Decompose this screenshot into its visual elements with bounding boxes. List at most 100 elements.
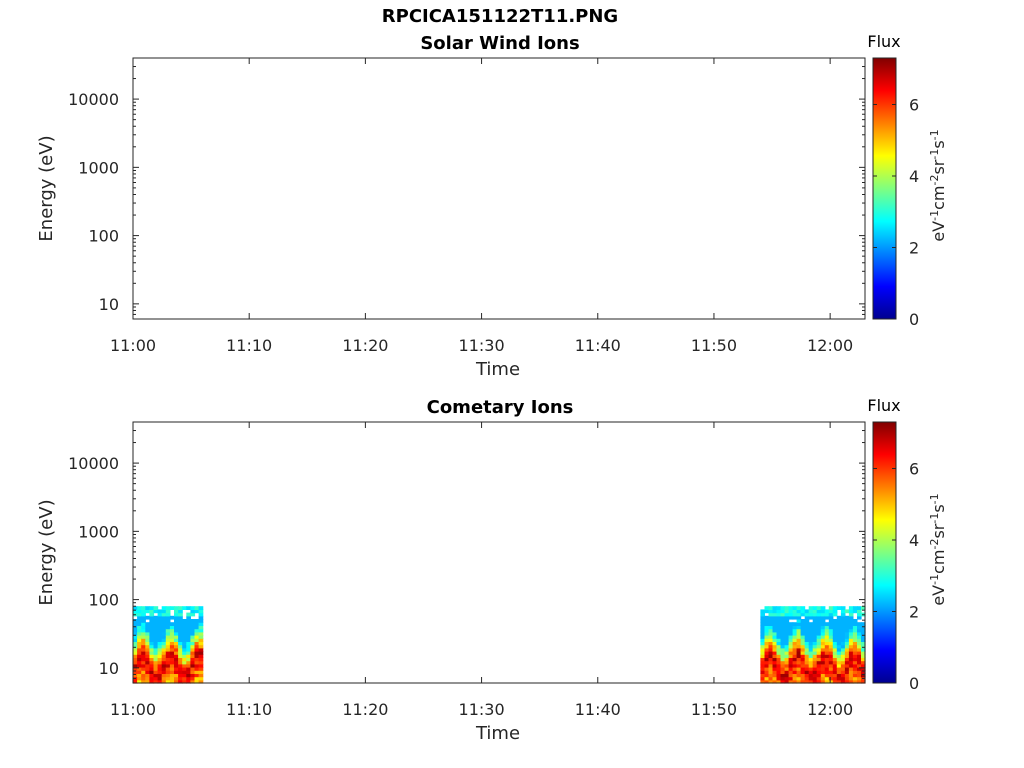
flux-cell bbox=[840, 638, 846, 642]
flux-cell bbox=[194, 625, 200, 630]
flux-cell bbox=[145, 644, 150, 649]
flux-cell bbox=[198, 673, 204, 678]
flux-cell bbox=[141, 657, 146, 662]
flux-cell bbox=[824, 667, 830, 671]
flux-cell bbox=[792, 606, 798, 610]
flux-cell bbox=[857, 644, 862, 649]
flux-cell bbox=[800, 625, 806, 630]
flux-cell bbox=[133, 625, 138, 630]
flux-cell bbox=[186, 635, 191, 639]
flux-cell bbox=[788, 615, 794, 620]
flux-cell bbox=[141, 651, 146, 655]
flux-cell bbox=[832, 651, 838, 655]
flux-cell bbox=[768, 638, 774, 642]
flux-cell bbox=[800, 660, 806, 665]
flux-cell bbox=[198, 657, 204, 662]
flux-cell bbox=[141, 679, 146, 684]
flux-cell bbox=[133, 641, 138, 646]
flux-cell bbox=[788, 628, 794, 633]
flux-cell bbox=[804, 663, 810, 668]
flux-cell bbox=[190, 628, 196, 633]
flux-cell bbox=[182, 644, 187, 649]
flux-cell bbox=[840, 654, 846, 658]
flux-cell bbox=[828, 606, 834, 610]
flux-cell bbox=[161, 679, 167, 684]
flux-cell bbox=[776, 641, 782, 646]
x-axis-label: Time bbox=[475, 723, 520, 744]
flux-cell bbox=[153, 622, 159, 626]
flux-cell bbox=[165, 657, 171, 662]
flux-cell bbox=[820, 641, 826, 646]
flux-cell bbox=[852, 631, 858, 636]
flux-cell bbox=[796, 644, 802, 649]
flux-cell bbox=[796, 660, 802, 665]
flux-cell bbox=[186, 676, 191, 681]
flux-cell bbox=[190, 619, 196, 623]
flux-cell bbox=[832, 663, 838, 668]
flux-cell bbox=[190, 625, 196, 630]
flux-cell bbox=[141, 667, 146, 671]
flux-cell bbox=[157, 641, 163, 646]
flux-cell bbox=[137, 670, 142, 674]
flux-cell bbox=[137, 644, 142, 649]
flux-cell bbox=[780, 654, 786, 658]
flux-cell bbox=[157, 644, 163, 649]
flux-cell bbox=[141, 641, 146, 646]
flux-cell bbox=[137, 663, 142, 668]
flux-cell bbox=[804, 615, 810, 620]
flux-cell bbox=[149, 663, 155, 668]
flux-cell bbox=[178, 625, 183, 630]
flux-cell bbox=[174, 628, 179, 633]
flux-cell bbox=[772, 609, 778, 614]
flux-cell bbox=[198, 615, 204, 620]
flux-cell bbox=[784, 663, 790, 668]
flux-cell bbox=[169, 631, 175, 636]
flux-cell bbox=[764, 679, 770, 684]
flux-cell bbox=[857, 628, 862, 633]
flux-cell bbox=[836, 663, 842, 668]
flux-cell bbox=[840, 660, 846, 665]
x-tick-label: 11:50 bbox=[691, 700, 737, 719]
flux-cell bbox=[848, 670, 854, 674]
flux-cell bbox=[161, 673, 167, 678]
flux-cell bbox=[832, 641, 838, 646]
flux-cell bbox=[848, 615, 854, 620]
flux-cell bbox=[836, 641, 842, 646]
flux-cell bbox=[861, 670, 866, 674]
flux-cell bbox=[768, 657, 774, 662]
x-tick-label: 11:20 bbox=[342, 336, 388, 355]
flux-cell bbox=[145, 676, 150, 681]
flux-cell bbox=[772, 625, 778, 630]
flux-cell bbox=[812, 606, 818, 610]
flux-cell bbox=[824, 612, 830, 617]
flux-cell bbox=[812, 663, 818, 668]
flux-cell bbox=[161, 622, 167, 626]
flux-cell bbox=[808, 670, 814, 674]
flux-cell bbox=[153, 657, 159, 662]
flux-cell bbox=[832, 635, 838, 639]
flux-cell bbox=[832, 667, 838, 671]
flux-cell bbox=[772, 631, 778, 636]
flux-cell bbox=[788, 657, 794, 662]
flux-cell bbox=[182, 638, 187, 642]
flux-cell bbox=[145, 622, 150, 626]
flux-cell bbox=[840, 615, 846, 620]
flux-cell bbox=[182, 657, 187, 662]
flux-cell bbox=[804, 638, 810, 642]
flux-cell bbox=[788, 606, 794, 610]
flux-cell bbox=[182, 606, 187, 610]
flux-cell bbox=[760, 663, 765, 668]
flux-cell bbox=[149, 615, 155, 620]
flux-cell bbox=[792, 628, 798, 633]
flux-cell bbox=[852, 622, 858, 626]
flux-cell bbox=[760, 628, 765, 633]
flux-cell bbox=[149, 670, 155, 674]
flux-cell bbox=[174, 676, 179, 681]
flux-cell bbox=[178, 676, 183, 681]
flux-cell bbox=[149, 606, 155, 610]
flux-cell bbox=[178, 667, 183, 671]
flux-cell bbox=[137, 625, 142, 630]
flux-cell bbox=[760, 615, 765, 620]
flux-cell bbox=[174, 619, 179, 623]
flux-cell bbox=[178, 612, 183, 617]
